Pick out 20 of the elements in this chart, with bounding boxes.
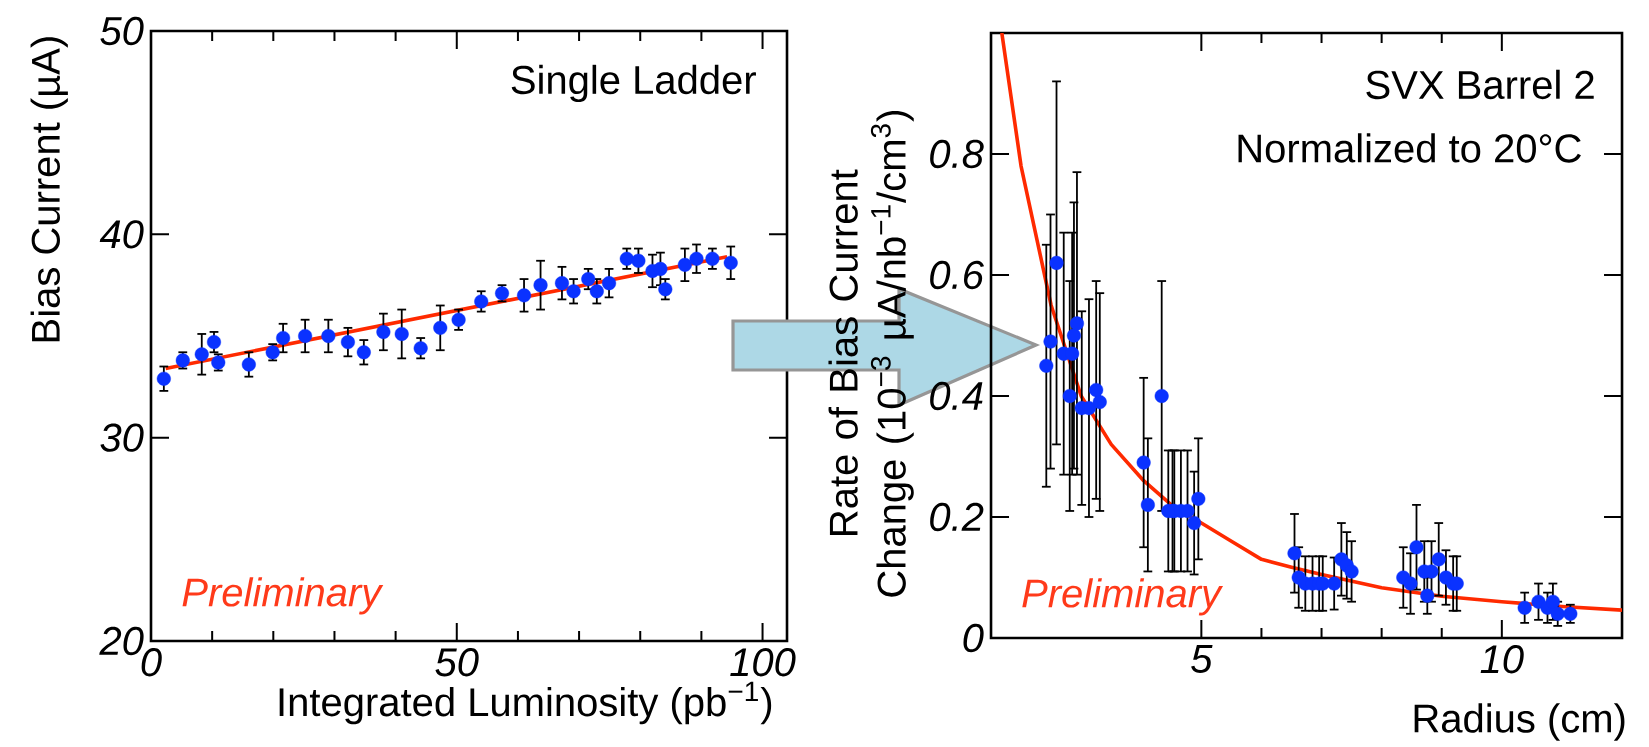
x-tick-label: 50 [435, 648, 479, 677]
annotation: Preliminary [1022, 578, 1224, 616]
y-tick-label: 50 [100, 16, 144, 46]
x-axis-title: Radius (cm) [1414, 703, 1625, 741]
y-tick-label: 0 [963, 623, 984, 653]
y-tick-label: 30 [100, 423, 144, 452]
x-axis-title: Integrated Luminosity (pb$^{−1}$) [279, 681, 772, 725]
y-tick-label: 0.6 [930, 260, 984, 290]
annotation: SVX Barrel 2 [1366, 69, 1594, 100]
x-tick-label: 10 [1480, 645, 1524, 674]
annotation: Single Ladder [511, 64, 756, 103]
annotation: Normalized to 20°C [1238, 133, 1581, 163]
y-tick-label: 40 [99, 220, 144, 249]
x-tick-label: 5 [1191, 645, 1213, 673]
x-tick-label: 100 [730, 648, 796, 677]
y-tick-label: 0.8 [930, 139, 984, 169]
y-tick-label: 0.4 [930, 381, 983, 411]
y-tick-label: 0.2 [930, 502, 984, 532]
annotation: Preliminary [182, 577, 384, 615]
y-axis-title: Bias Current (µA) [30, 37, 68, 342]
